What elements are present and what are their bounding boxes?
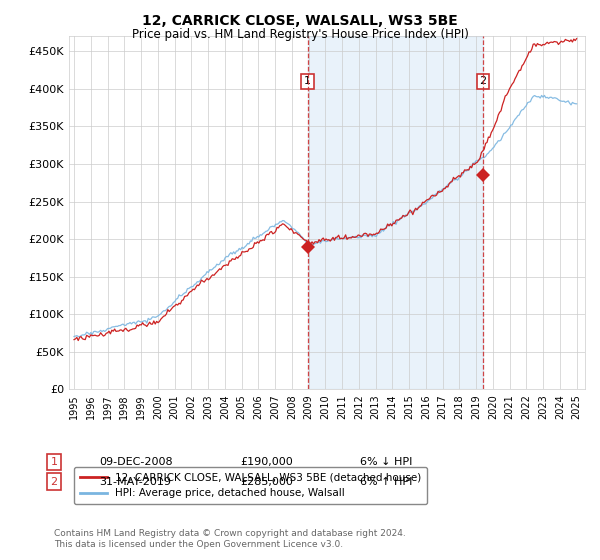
- Text: 31-MAY-2019: 31-MAY-2019: [99, 477, 171, 487]
- Text: £190,000: £190,000: [240, 457, 293, 467]
- Text: 6% ↓ HPI: 6% ↓ HPI: [360, 457, 412, 467]
- Bar: [308, 36, 483, 389]
- Text: 09-DEC-2008: 09-DEC-2008: [99, 457, 173, 467]
- Text: 12, CARRICK CLOSE, WALSALL, WS3 5BE: 12, CARRICK CLOSE, WALSALL, WS3 5BE: [142, 14, 458, 28]
- Legend: 12, CARRICK CLOSE, WALSALL, WS3 5BE (detached house), HPI: Average price, detach: 12, CARRICK CLOSE, WALSALL, WS3 5BE (det…: [74, 466, 427, 505]
- Text: Price paid vs. HM Land Registry's House Price Index (HPI): Price paid vs. HM Land Registry's House …: [131, 28, 469, 41]
- Text: 2: 2: [479, 76, 487, 86]
- Text: Contains HM Land Registry data © Crown copyright and database right 2024.
This d: Contains HM Land Registry data © Crown c…: [54, 529, 406, 549]
- Text: 1: 1: [304, 76, 311, 86]
- Text: 6% ↑ HPI: 6% ↑ HPI: [360, 477, 412, 487]
- Text: 1: 1: [50, 457, 58, 467]
- Text: 2: 2: [50, 477, 58, 487]
- Text: £285,000: £285,000: [240, 477, 293, 487]
